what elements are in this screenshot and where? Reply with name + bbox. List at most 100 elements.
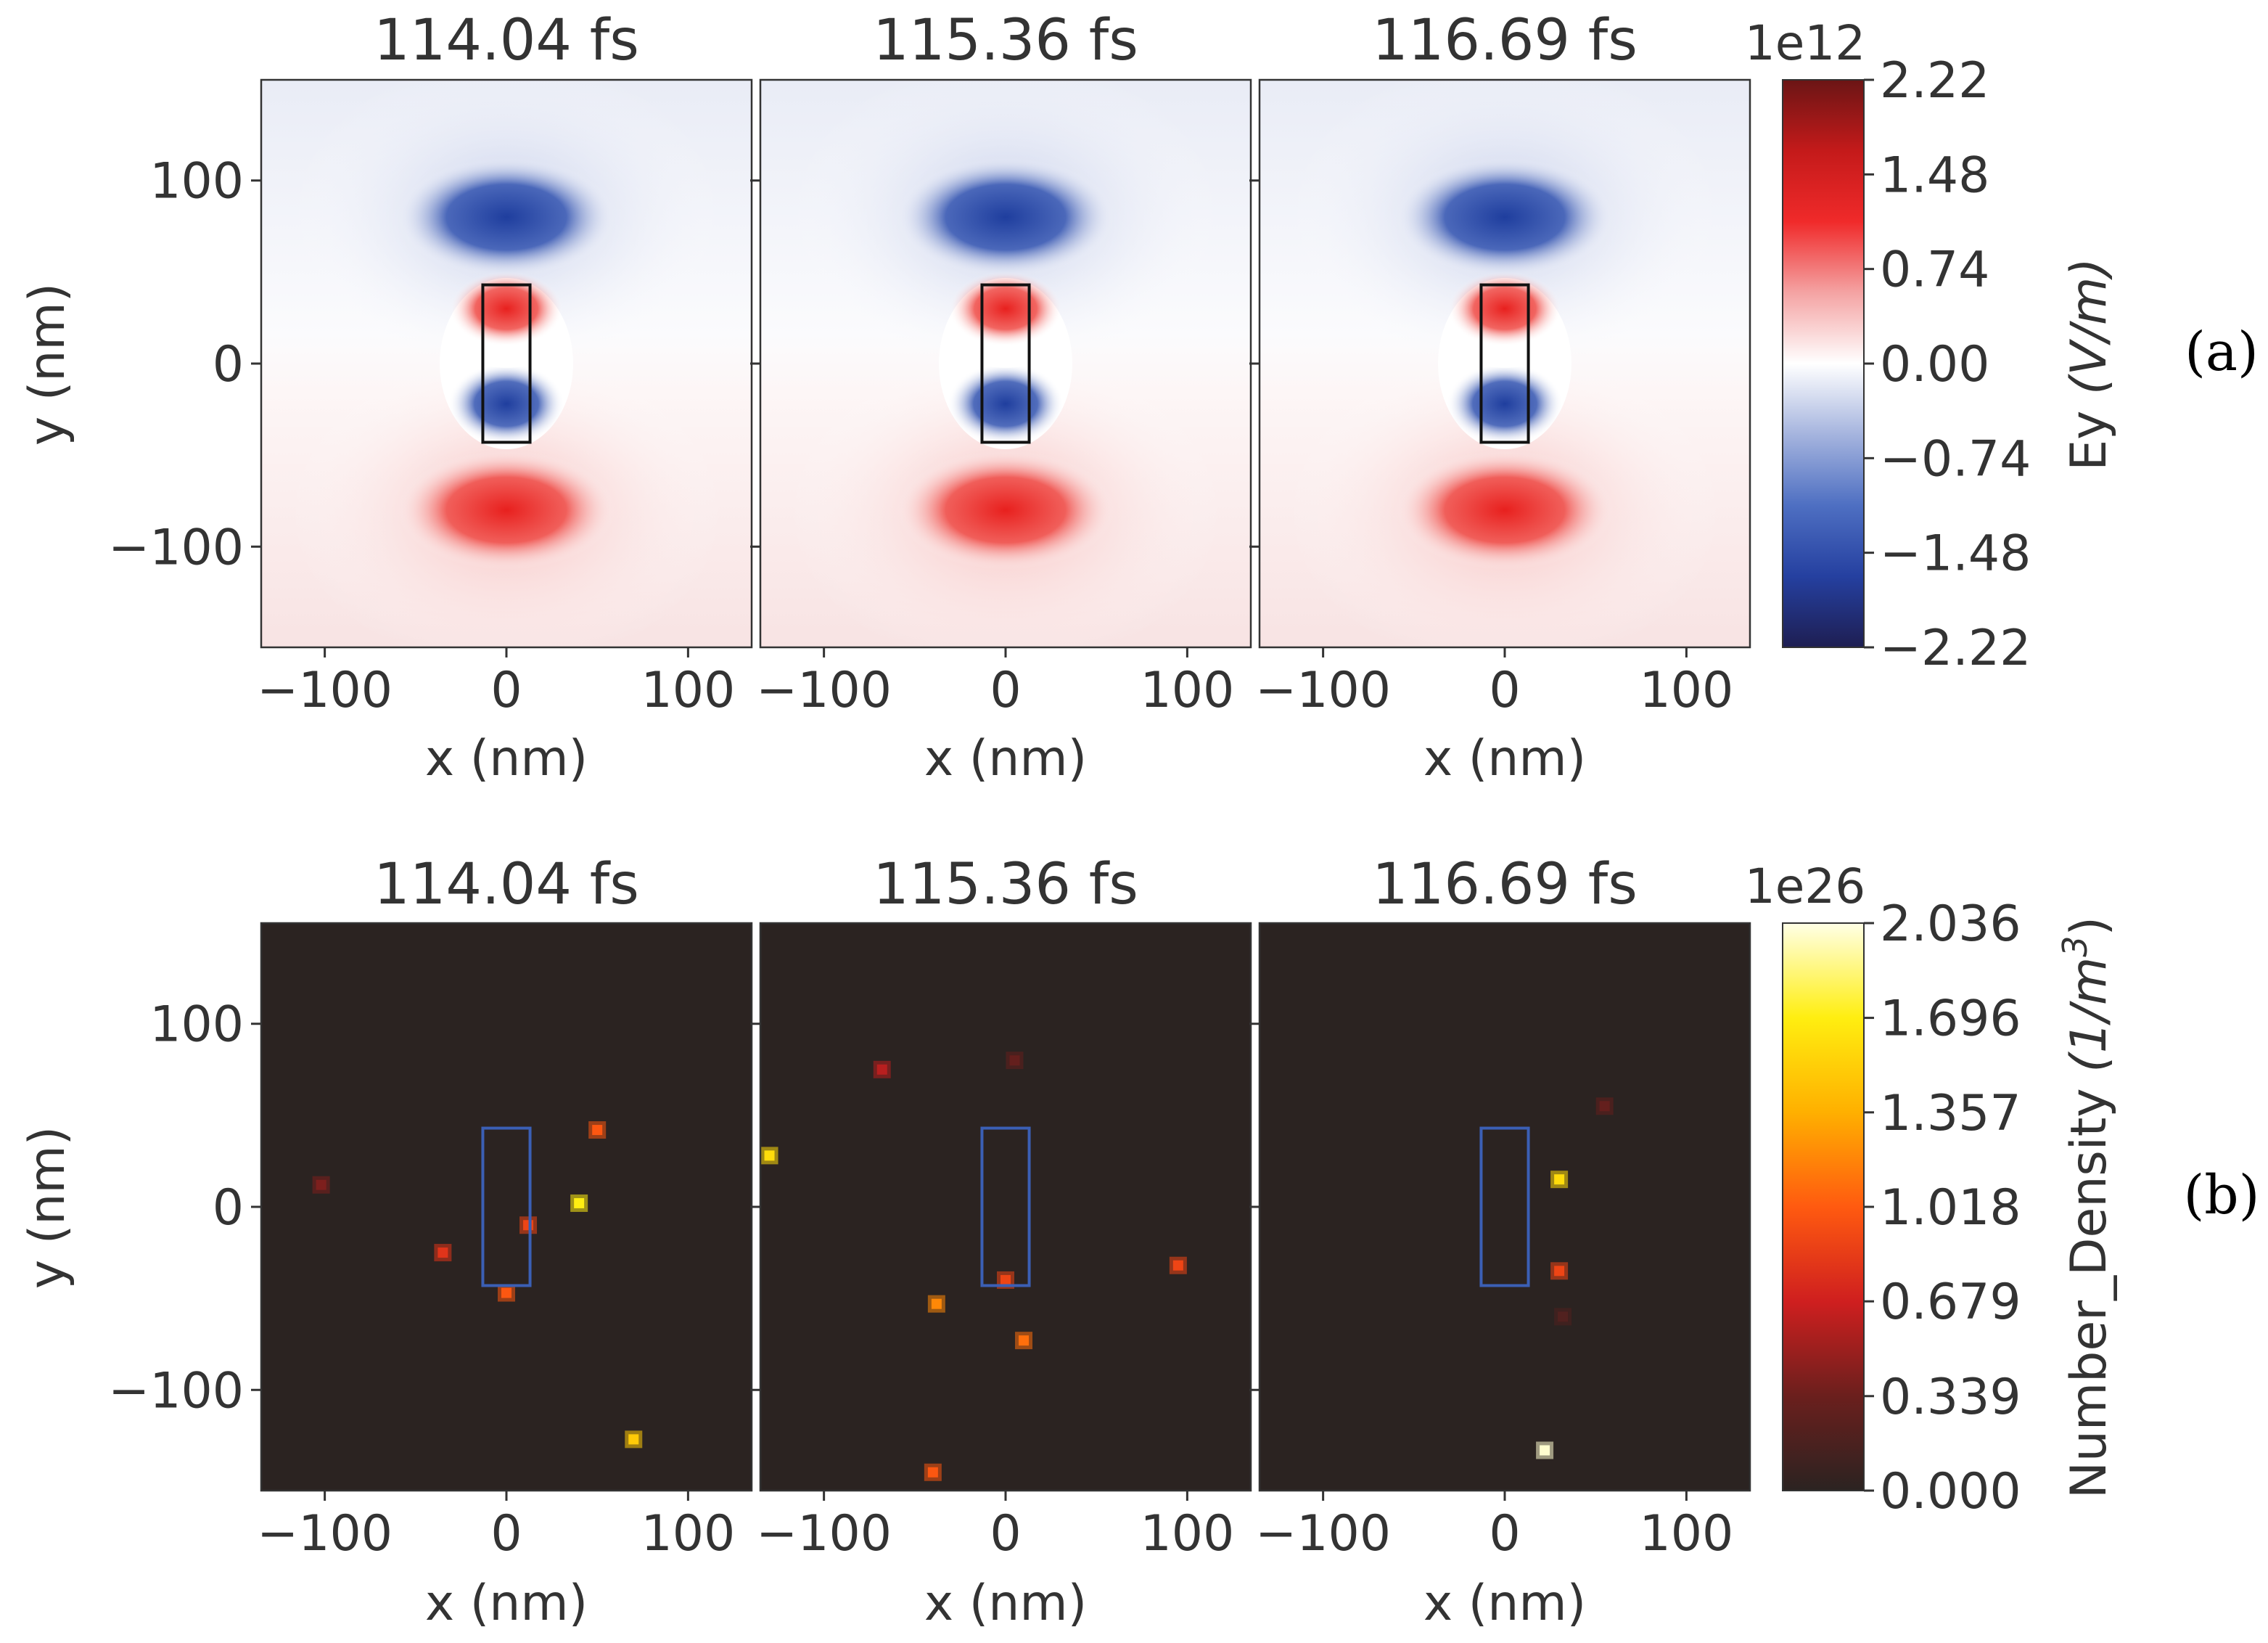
density-colorbar-label: Number_Density (1/m3) <box>2055 917 2118 1499</box>
ey-xlabel-3: x (nm) <box>1423 730 1586 787</box>
ey-panel-group: −100 0 100 100 0 −100 −100 0 100 −100 0 100 114.0… <box>19 8 2259 787</box>
ey-rod-lobe-top <box>1448 271 1561 347</box>
density-panel-group: −100 0 100 100 0 −100 −100 0 100 −100 0 100 114.0… <box>19 852 2260 1632</box>
x-tick-label: 100 <box>1639 1505 1733 1562</box>
density-colorbar-offset: 1e26 <box>1745 859 1866 914</box>
nanorod-outline <box>1479 1126 1530 1287</box>
colorbar-tick-label: −1.48 <box>1880 525 2031 583</box>
density-spot <box>1554 1174 1565 1185</box>
x-tick-label: 0 <box>990 1505 1021 1562</box>
ey-lobe-upper <box>1396 157 1614 277</box>
density-spot <box>1001 1274 1011 1285</box>
ey-lobe-lower <box>398 450 615 570</box>
x-tick-label: 100 <box>641 662 735 719</box>
y-tick-label: 0 <box>213 336 244 393</box>
colorbar-tick-label: 1.018 <box>1880 1179 2021 1237</box>
x-tick-label: −100 <box>756 662 892 719</box>
plot-area <box>261 923 752 1491</box>
ey-colorbar: 2.22 1.48 0.74 0.00 −0.74 −1.48 −2.22 <box>1782 52 2031 677</box>
density-spot <box>1558 1311 1569 1322</box>
plot-area <box>1260 80 1750 647</box>
density-colorbar-label-unit: (1/m <box>2060 957 2118 1073</box>
ey-ylabel: y (nm) <box>19 283 76 446</box>
ey-title-3: 116.69 fs <box>1372 8 1638 73</box>
panel-label-b: (b) <box>2183 1164 2259 1226</box>
ey-xlabel-2: x (nm) <box>924 730 1087 787</box>
x-tick-label: −100 <box>1255 662 1391 719</box>
density-spot <box>523 1220 534 1231</box>
density-colorbar-label-end: ) <box>2060 917 2118 936</box>
ey-rod-lobe-bottom <box>948 363 1064 445</box>
density-colorbar-label-exp: 3 <box>2055 936 2095 957</box>
colorbar-tick-label: 1.357 <box>1880 1085 2021 1142</box>
x-tick-label: −100 <box>257 662 393 719</box>
density-title-1: 114.04 fs <box>374 852 639 917</box>
panel-label-a: (a) <box>2185 321 2259 383</box>
ey-subplot-2: −100 0 100 <box>750 78 1252 719</box>
x-tick-label: 100 <box>641 1505 735 1562</box>
ey-lobe-upper <box>897 157 1114 277</box>
ey-rod-node <box>473 344 540 368</box>
x-tick-label: −100 <box>756 1505 892 1562</box>
y-tick-label: 100 <box>149 996 244 1054</box>
nanorod-outline <box>980 1126 1031 1287</box>
ey-lobe-lower <box>897 450 1114 570</box>
x-tick-label: 0 <box>1489 662 1520 719</box>
density-subplot-2: −100 0 100 <box>750 922 1252 1562</box>
density-spot <box>1540 1445 1550 1456</box>
density-spot <box>316 1179 326 1190</box>
density-background <box>1260 923 1750 1491</box>
colorbar-tick-label: 0.00 <box>1880 336 1989 393</box>
density-spot <box>1019 1335 1030 1346</box>
colorbar-tick-label: −0.74 <box>1880 430 2031 488</box>
ey-subplot-1: −100 0 100 100 0 −100 <box>108 78 753 719</box>
plot-area <box>1260 923 1750 1491</box>
y-tick-label: 100 <box>149 153 244 210</box>
density-background <box>760 923 1251 1491</box>
plot-area <box>760 80 1251 647</box>
ey-rod-node <box>972 344 1039 368</box>
nanorod-outline <box>1479 283 1530 444</box>
density-spot <box>876 1064 887 1075</box>
colorbar-tick-label: 2.22 <box>1880 52 1989 110</box>
colorbar-tick-label: 0.74 <box>1880 242 1989 299</box>
ey-rod-lobe-top <box>949 271 1062 347</box>
colorbar-tick-label: 0.339 <box>1880 1369 2021 1426</box>
x-tick-label: 100 <box>1639 662 1733 719</box>
density-subplot-1: −100 0 100 100 0 −100 <box>108 922 753 1562</box>
density-spot <box>1554 1266 1565 1277</box>
ey-rod-lobe-bottom <box>1447 363 1563 445</box>
density-spot <box>1009 1055 1020 1066</box>
ey-colorbar-strip <box>1782 79 1865 648</box>
density-spot <box>501 1287 511 1298</box>
ey-xlabel-1: x (nm) <box>425 730 588 787</box>
density-colorbar: 2.036 1.696 1.357 1.018 0.679 0.339 0.000 <box>1782 896 2021 1520</box>
y-tick-label: −100 <box>108 519 244 576</box>
density-colorbar-label-prefix: Number_Density <box>2060 1073 2118 1499</box>
ey-rod-lobe-bottom <box>448 363 564 445</box>
density-spot <box>437 1247 448 1258</box>
density-spot <box>628 1434 639 1445</box>
density-xlabel-3: x (nm) <box>1423 1575 1586 1632</box>
density-spot <box>1599 1101 1610 1112</box>
colorbar-tick-label: 0.000 <box>1880 1463 2021 1520</box>
ey-colorbar-label-prefix: Ey <box>2060 395 2118 471</box>
density-spot <box>574 1197 585 1208</box>
density-spot <box>592 1125 603 1136</box>
colorbar-tick-label: 1.48 <box>1880 147 1989 204</box>
x-tick-label: −100 <box>257 1505 393 1562</box>
x-tick-label: 100 <box>1140 1505 1234 1562</box>
x-tick-label: 0 <box>490 1505 522 1562</box>
density-ylabel: y (nm) <box>19 1126 76 1289</box>
density-subplot-3: −100 0 100 <box>1249 922 1751 1562</box>
colorbar-tick-label: −2.22 <box>1880 620 2031 677</box>
colorbar-tick-label: 1.696 <box>1880 991 2021 1048</box>
density-spot <box>927 1467 938 1478</box>
density-xlabel-2: x (nm) <box>924 1575 1087 1632</box>
y-tick-label: −100 <box>108 1362 244 1419</box>
ey-rod-lobe-top <box>450 271 563 347</box>
nanorod-outline <box>481 1126 532 1287</box>
density-colorbar-strip <box>1782 922 1865 1491</box>
x-tick-label: 0 <box>490 662 522 719</box>
